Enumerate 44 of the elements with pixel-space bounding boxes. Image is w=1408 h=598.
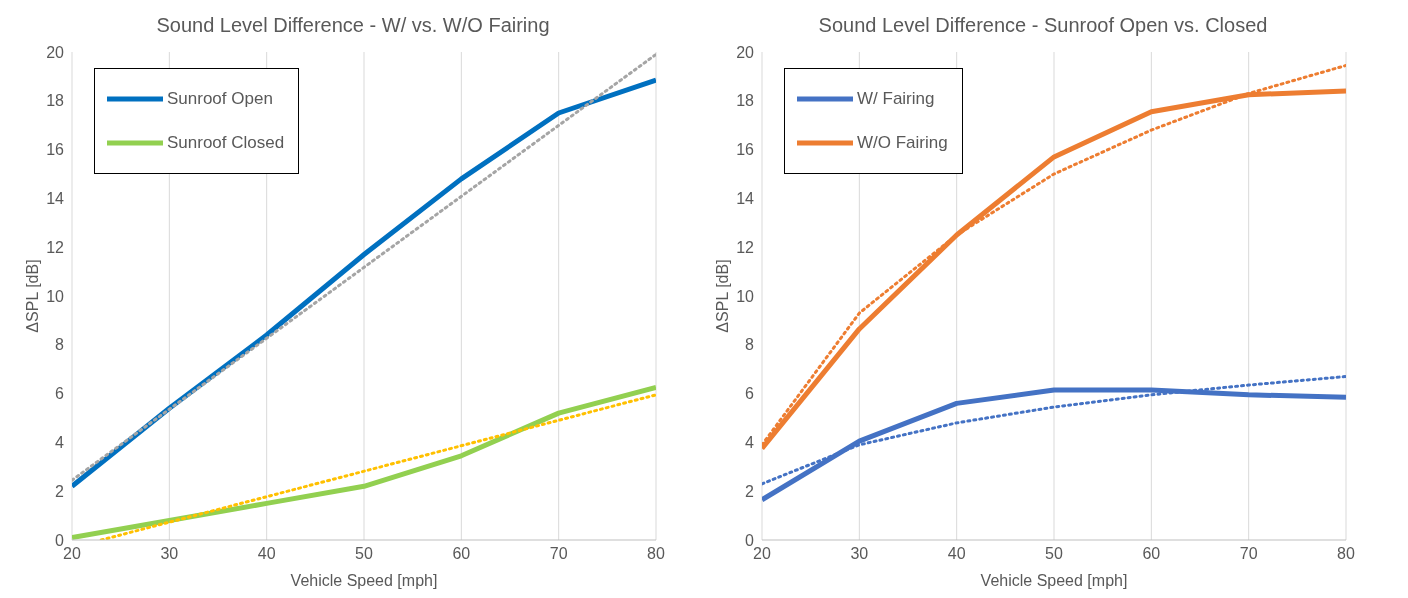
y-tick-label: 16 [736, 141, 755, 159]
chart-title: Sound Level Difference - W/ vs. W/O Fairing [155, 14, 551, 37]
y-tick-label: 12 [46, 238, 65, 256]
x-tick-label: 50 [1045, 545, 1063, 563]
y-tick-label: 4 [55, 434, 65, 452]
y-tick-label: 12 [736, 238, 755, 256]
x-tick-label: 70 [549, 545, 568, 563]
y-tick-label: 14 [736, 190, 755, 208]
y-tick-label: 8 [745, 336, 755, 354]
y-tick-label: 10 [46, 287, 65, 305]
legend-label: W/ Fairing [857, 89, 935, 109]
x-tick-label: 40 [947, 545, 966, 563]
y-tick-label: 0 [55, 531, 65, 549]
x-tick-label: 80 [1337, 545, 1355, 563]
x-tick-label: 40 [257, 545, 276, 563]
y-tick-label: 8 [55, 336, 65, 354]
x-tick-label: 70 [1239, 545, 1258, 563]
x-tick-label: 50 [355, 545, 373, 563]
y-tick-label: 16 [46, 141, 65, 159]
x-tick-label: 80 [647, 545, 665, 563]
y-tick-label: 18 [46, 92, 65, 110]
x-tick-label: 60 [1142, 545, 1161, 563]
x-tick-label: 60 [452, 545, 471, 563]
y-tick-label: 0 [745, 531, 755, 549]
y-axis-title: ΔSPL [dB] [713, 259, 731, 333]
y-tick-label: 4 [745, 434, 755, 452]
y-tick-label: 6 [55, 385, 65, 403]
y-tick-label: 20 [46, 43, 65, 61]
legend-label: Sunroof Open [167, 89, 273, 109]
x-tick-label: 30 [850, 545, 869, 563]
y-axis-title: ΔSPL [dB] [23, 259, 41, 333]
x-axis-title: Vehicle Speed [mph] [290, 572, 438, 589]
y-tick-label: 2 [745, 482, 755, 500]
y-tick-label: 14 [46, 190, 65, 208]
chart-title: Sound Level Difference - Sunroof Open vs. Closed [817, 14, 1269, 37]
y-tick-label: 10 [736, 287, 755, 305]
y-tick-label: 6 [745, 385, 755, 403]
legend-label: W/O Fairing [857, 133, 948, 153]
x-tick-label: 30 [160, 545, 179, 563]
x-axis-title: Vehicle Speed [mph] [980, 572, 1128, 589]
y-tick-label: 20 [736, 43, 755, 61]
legend-label: Sunroof Closed [167, 133, 285, 153]
y-tick-label: 18 [736, 92, 755, 110]
y-tick-label: 2 [55, 482, 65, 500]
